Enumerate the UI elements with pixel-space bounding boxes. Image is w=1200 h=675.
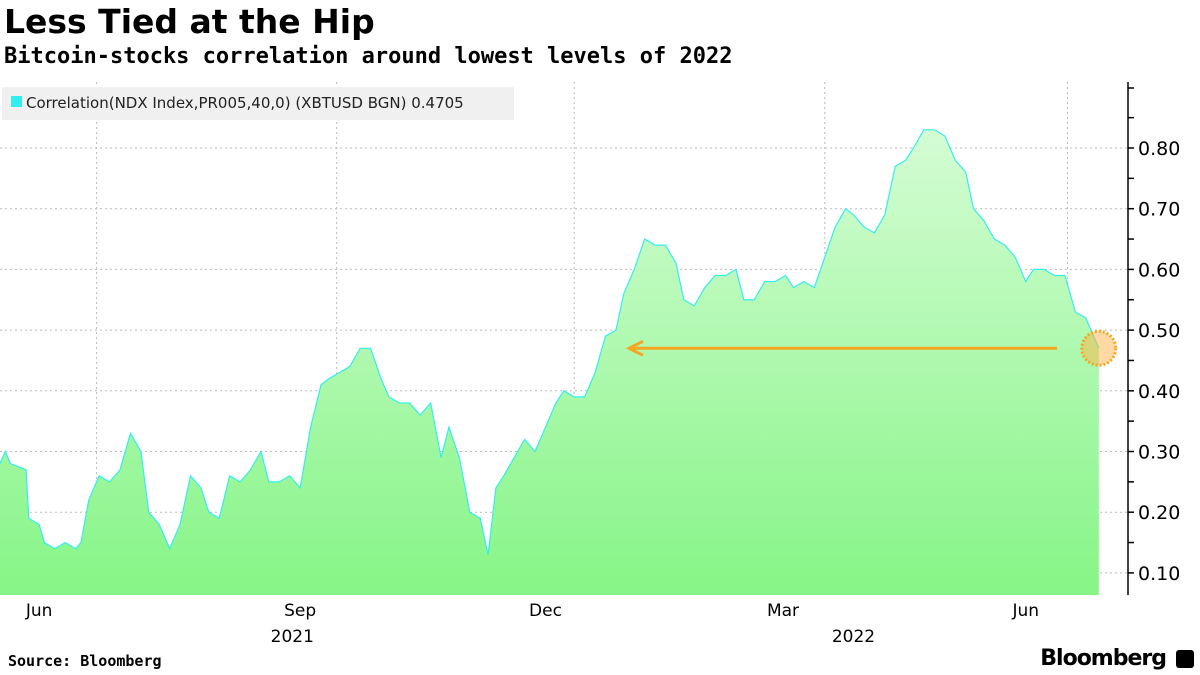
y-tick-label: 0.20 bbox=[1138, 502, 1180, 524]
series-area bbox=[0, 129, 1099, 596]
x-tick-label: Dec bbox=[529, 601, 562, 621]
x-tick-label: Sep bbox=[284, 601, 316, 621]
chart-title: Less Tied at the Hip bbox=[4, 2, 375, 41]
series-line bbox=[0, 129, 1100, 555]
y-tick-label: 0.70 bbox=[1138, 199, 1180, 221]
x-tick-label: Mar bbox=[767, 601, 799, 621]
bloomberg-logo: Bloomberg bbox=[1040, 646, 1167, 671]
legend-swatch bbox=[11, 96, 22, 107]
legend-label: Correlation(NDX Index,PR005,40,0) (XBTUS… bbox=[26, 94, 464, 112]
y-tick-label: 0.80 bbox=[1138, 138, 1180, 160]
x-tick-label: Jun bbox=[25, 601, 53, 621]
chart-subtitle: Bitcoin-stocks correlation around lowest… bbox=[4, 44, 733, 69]
y-tick-label: 0.30 bbox=[1138, 442, 1180, 464]
y-tick-label: 0.50 bbox=[1138, 320, 1180, 342]
legend-box bbox=[2, 87, 514, 120]
y-tick-label: 0.60 bbox=[1138, 259, 1180, 281]
x-tick-label: Jun bbox=[1011, 601, 1039, 621]
annotation-highlight-circle bbox=[1080, 329, 1118, 367]
y-tick-label: 0.10 bbox=[1138, 563, 1180, 585]
source-note: Source: Bloomberg bbox=[8, 652, 162, 670]
x-year-label: 2022 bbox=[832, 627, 875, 647]
annotation-arrowhead bbox=[625, 339, 644, 357]
y-tick-label: 0.40 bbox=[1138, 381, 1180, 403]
bloomberg-chart-icon bbox=[1176, 650, 1194, 668]
x-year-label: 2021 bbox=[271, 627, 314, 647]
